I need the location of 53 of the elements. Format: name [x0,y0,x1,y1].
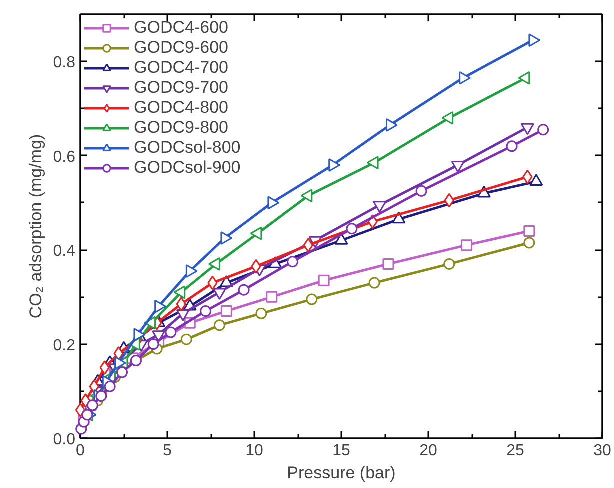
x-tick-label: 30 [594,442,612,460]
point [303,238,314,253]
y-axis-title: CO₂ adsorption (mg/mg) [26,134,46,319]
point [524,237,536,249]
legend-label: GODCsol-800 [134,138,241,158]
point [416,185,428,197]
point [200,306,212,318]
legend-label: GODC4-600 [134,18,228,38]
y-tick-label: 0.4 [53,243,76,260]
x-tick-label: 20 [420,442,438,460]
legend-label: GODCsol-900 [134,158,241,178]
point [346,223,358,235]
legend-label: GODC9-700 [134,78,228,98]
point [116,366,128,378]
point [238,284,250,296]
legend-label: GODC9-600 [134,38,228,58]
x-tick-label: 10 [246,442,264,460]
point [148,338,160,350]
point [368,277,380,289]
point [220,306,232,318]
point [444,258,456,270]
point [382,258,394,270]
point [180,334,192,346]
point [506,140,518,152]
legend-label: GODC9-800 [134,118,228,138]
point [104,380,116,392]
x-tick-label: 0 [76,442,86,460]
x-tick-label: 15 [332,442,350,460]
x-tick-label: 5 [163,442,172,460]
point [100,360,110,376]
point [306,294,318,306]
point [444,193,454,208]
y-tick-label: 0.6 [53,148,76,166]
x-axis-title: Pressure (bar) [287,464,396,482]
legend-label: GODC4-800 [134,98,228,118]
point [214,320,226,332]
point [208,276,218,290]
point [165,326,177,338]
point [251,259,262,274]
legend-label: GODC4-700 [134,58,228,78]
point [318,274,330,286]
y-tick-label: 0.0 [53,432,76,448]
point [266,291,278,303]
y-tick-label: 0.8 [53,54,76,72]
point [522,170,533,184]
point [538,124,550,136]
point [256,308,268,320]
point [176,296,187,312]
point [287,256,299,268]
y-tick-label: 0.2 [53,337,76,354]
x-tick-label: 25 [506,442,524,460]
point [461,240,473,252]
point [524,225,536,237]
